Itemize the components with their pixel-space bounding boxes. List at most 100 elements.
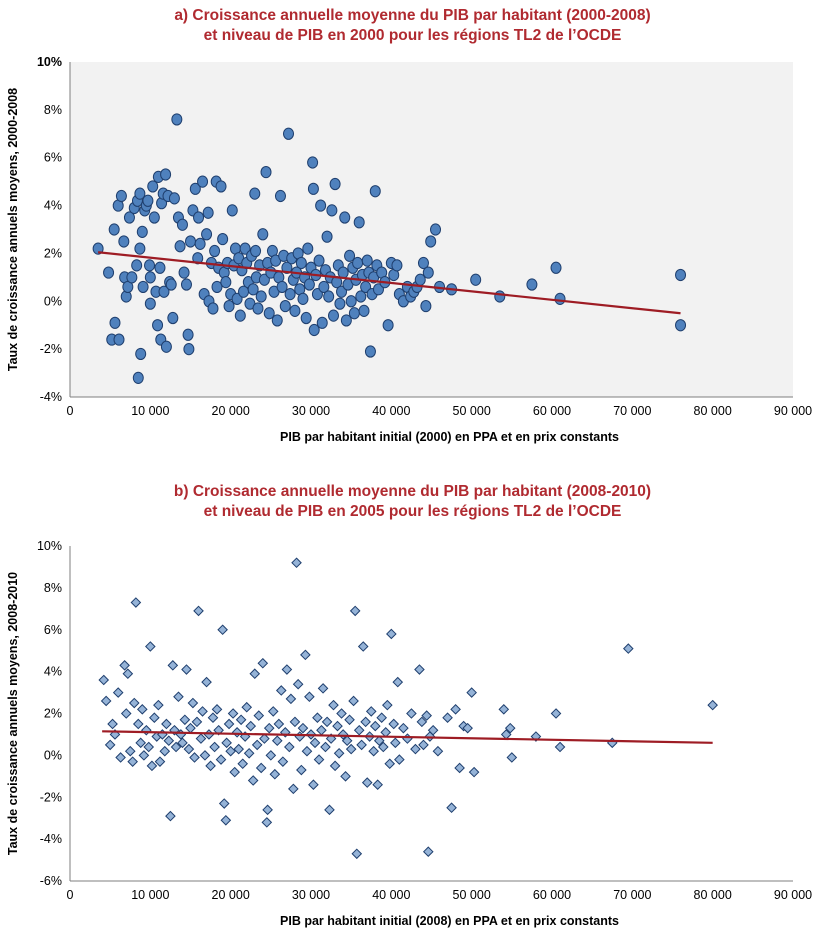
data-point <box>159 745 171 757</box>
data-point <box>333 747 345 759</box>
data-point <box>255 762 267 774</box>
data-point <box>446 802 457 814</box>
data-point <box>145 641 156 652</box>
data-point <box>279 299 291 313</box>
data-point <box>327 309 339 322</box>
data-point <box>300 649 311 661</box>
data-point <box>113 333 125 346</box>
data-point <box>120 708 132 719</box>
data-point <box>197 175 209 188</box>
data-point <box>425 235 437 248</box>
data-point <box>554 741 566 753</box>
data-point <box>323 290 335 303</box>
data-point <box>332 720 343 732</box>
data-point <box>494 290 506 303</box>
data-point <box>170 741 182 753</box>
data-point <box>300 311 312 325</box>
plot-area <box>70 546 793 881</box>
chart-b-title-line-2: et niveau de PIB en 2005 pour les région… <box>203 503 622 520</box>
x-tick-label: 90 000 <box>774 404 812 418</box>
data-point <box>369 185 381 198</box>
data-point <box>209 741 220 753</box>
y-tick-label: 8% <box>44 103 62 117</box>
data-point <box>414 664 425 675</box>
data-point <box>353 216 365 229</box>
chart-a-title-line-1: a) Croissance annuelle moyenne du PIB pa… <box>174 7 651 24</box>
data-point <box>135 737 147 749</box>
data-point <box>341 735 353 747</box>
data-point <box>273 718 285 730</box>
data-point <box>132 371 144 384</box>
data-point <box>189 752 200 763</box>
data-point <box>265 750 277 761</box>
data-point <box>165 278 177 291</box>
data-point <box>147 180 159 193</box>
data-point <box>320 741 331 753</box>
data-point <box>352 256 364 270</box>
data-point <box>345 743 357 755</box>
data-point <box>504 722 516 734</box>
y-tick-label: -2% <box>40 790 62 804</box>
data-point <box>253 710 265 721</box>
data-point <box>138 750 150 761</box>
data-point <box>176 218 188 231</box>
data-point <box>550 708 562 719</box>
data-point <box>317 683 329 694</box>
chart-b-title-line-1: b) Croissance annuelle moyenne du PIB pa… <box>173 483 652 500</box>
data-point <box>123 211 135 224</box>
data-point <box>550 261 562 274</box>
data-point <box>258 273 270 286</box>
chart-b-plot: -6% -4% -2% 0% 2% 4% 6% 8% 10% 0 10 000 20 000 30 00… <box>6 539 812 928</box>
data-point <box>180 278 192 291</box>
data-point <box>274 189 286 203</box>
data-point <box>454 762 465 774</box>
data-point <box>221 737 232 749</box>
y-tick-label: 10% <box>37 55 62 69</box>
y-tick-label: 6% <box>44 151 62 165</box>
data-point <box>289 716 301 728</box>
data-point <box>201 676 212 688</box>
data-point <box>250 244 262 258</box>
chart-b: b) Croissance annuelle moyenne du PIB pa… <box>0 476 825 938</box>
data-point <box>421 710 432 721</box>
data-point <box>368 745 379 757</box>
data-point <box>394 754 405 765</box>
data-point <box>192 252 204 265</box>
data-point <box>161 718 172 730</box>
data-point <box>149 712 160 723</box>
data-point <box>392 676 404 688</box>
data-point <box>307 156 319 169</box>
x-tick-label: 80 000 <box>694 404 732 418</box>
x-tick-label: 40 000 <box>372 404 410 418</box>
data-point <box>321 716 333 728</box>
data-point <box>321 230 333 243</box>
data-point <box>220 814 232 826</box>
data-point <box>336 708 347 719</box>
data-point <box>132 718 144 730</box>
y-axis-title: Taux de croissance annuels moyens, 2008-… <box>6 572 20 855</box>
data-point <box>353 724 365 736</box>
data-point <box>209 244 221 258</box>
data-point <box>340 771 351 782</box>
data-point <box>348 695 359 707</box>
data-point <box>303 278 315 291</box>
x-axis-title: PIB par habitant initial (2008) en PPA e… <box>280 914 619 928</box>
data-point <box>360 716 371 728</box>
data-point <box>252 302 264 315</box>
data-point <box>312 712 323 723</box>
data-point <box>470 273 482 286</box>
data-point <box>241 701 253 713</box>
data-point <box>418 739 429 751</box>
data-point <box>297 722 309 734</box>
data-point <box>675 268 687 282</box>
x-tick-label: 10 000 <box>131 404 169 418</box>
data-point <box>137 280 149 294</box>
data-point <box>126 271 138 284</box>
data-point <box>118 235 130 248</box>
data-point <box>153 699 164 711</box>
data-point <box>109 316 121 329</box>
data-point <box>194 237 206 250</box>
data-point <box>318 280 330 294</box>
y-axis-title: Taux de croissance annuels moyens, 2000-… <box>6 88 20 371</box>
y-tick-label: -2% <box>40 342 62 356</box>
